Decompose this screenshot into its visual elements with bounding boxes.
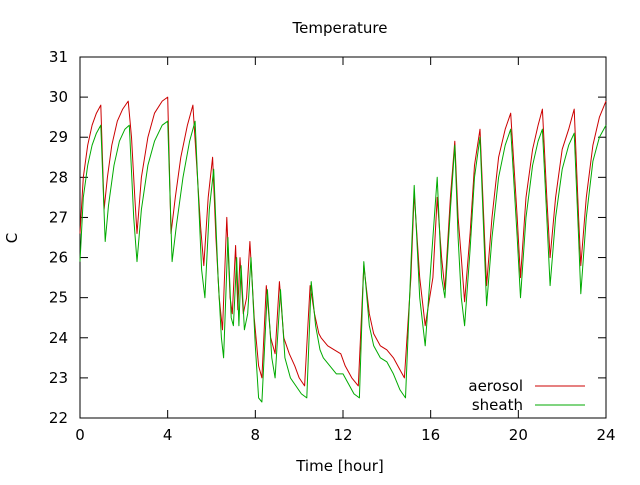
x-tick-label: 16 [421, 426, 440, 444]
y-tick-label: 29 [49, 128, 68, 146]
x-tick-label: 20 [509, 426, 528, 444]
y-tick-label: 22 [49, 409, 68, 427]
x-tick-label: 0 [75, 426, 85, 444]
y-tick-label: 30 [49, 88, 68, 106]
chart-title: Temperature [291, 19, 387, 37]
y-axis-label: C [3, 233, 21, 243]
legend-label-aerosol: aerosol [468, 377, 523, 395]
y-tick-label: 24 [49, 329, 68, 347]
x-axis-label: Time [hour] [295, 457, 384, 475]
x-tick-label: 12 [333, 426, 352, 444]
series-line-sheath [79, 120, 607, 403]
y-tick-label: 25 [49, 289, 68, 307]
y-tick-label: 28 [49, 168, 68, 186]
legend-label-sheath: sheath [472, 396, 523, 414]
x-tick-label: 24 [596, 426, 615, 444]
x-tick-label: 8 [251, 426, 261, 444]
legend: aerosol sheath [468, 377, 585, 414]
y-tick-label: 23 [49, 369, 68, 387]
series-line-aerosol [79, 96, 607, 387]
y-tick-label: 31 [49, 48, 68, 66]
x-tick-label: 4 [163, 426, 173, 444]
y-tick-label: 26 [49, 249, 68, 267]
y-tick-label: 27 [49, 208, 68, 226]
